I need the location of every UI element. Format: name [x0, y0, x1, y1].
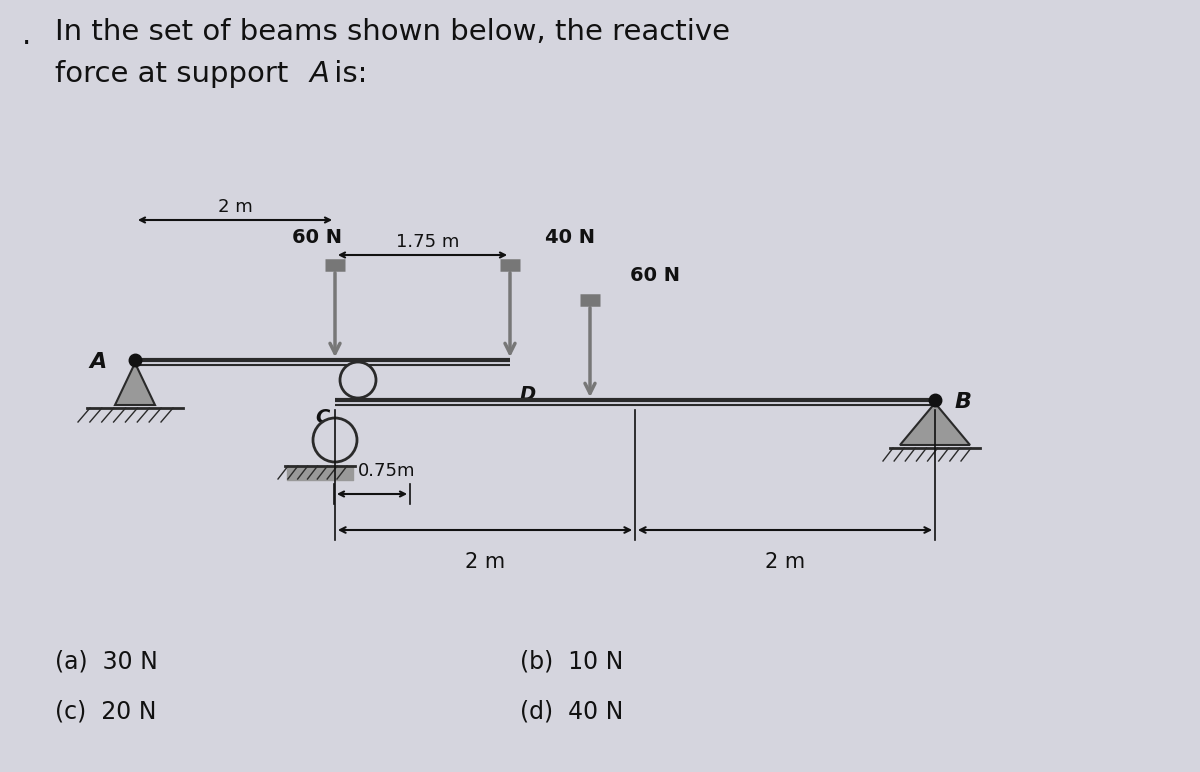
Text: D: D	[520, 385, 536, 404]
Text: 0.75m: 0.75m	[359, 462, 415, 480]
Text: B: B	[955, 392, 972, 412]
Text: .: .	[22, 22, 31, 50]
Text: C: C	[316, 408, 330, 427]
Text: A: A	[310, 60, 330, 88]
Text: 1.75 m: 1.75 m	[396, 233, 460, 251]
Text: A: A	[90, 352, 107, 372]
Text: 2 m: 2 m	[217, 198, 252, 216]
Text: (a)  30 N: (a) 30 N	[55, 650, 158, 674]
Circle shape	[340, 362, 376, 398]
Text: (b)  10 N: (b) 10 N	[520, 650, 623, 674]
Text: In the set of beams shown below, the reactive: In the set of beams shown below, the rea…	[55, 18, 730, 46]
Text: 2 m: 2 m	[764, 552, 805, 572]
Text: 60 N: 60 N	[292, 228, 342, 247]
Text: 2 m: 2 m	[464, 552, 505, 572]
Circle shape	[313, 418, 358, 462]
Text: 60 N: 60 N	[630, 266, 680, 285]
Text: (d)  40 N: (d) 40 N	[520, 700, 623, 724]
Text: is:: is:	[325, 60, 367, 88]
Polygon shape	[900, 403, 970, 445]
Text: 40 N: 40 N	[545, 228, 595, 247]
Polygon shape	[115, 363, 155, 405]
Text: (c)  20 N: (c) 20 N	[55, 700, 156, 724]
Text: force at support: force at support	[55, 60, 298, 88]
